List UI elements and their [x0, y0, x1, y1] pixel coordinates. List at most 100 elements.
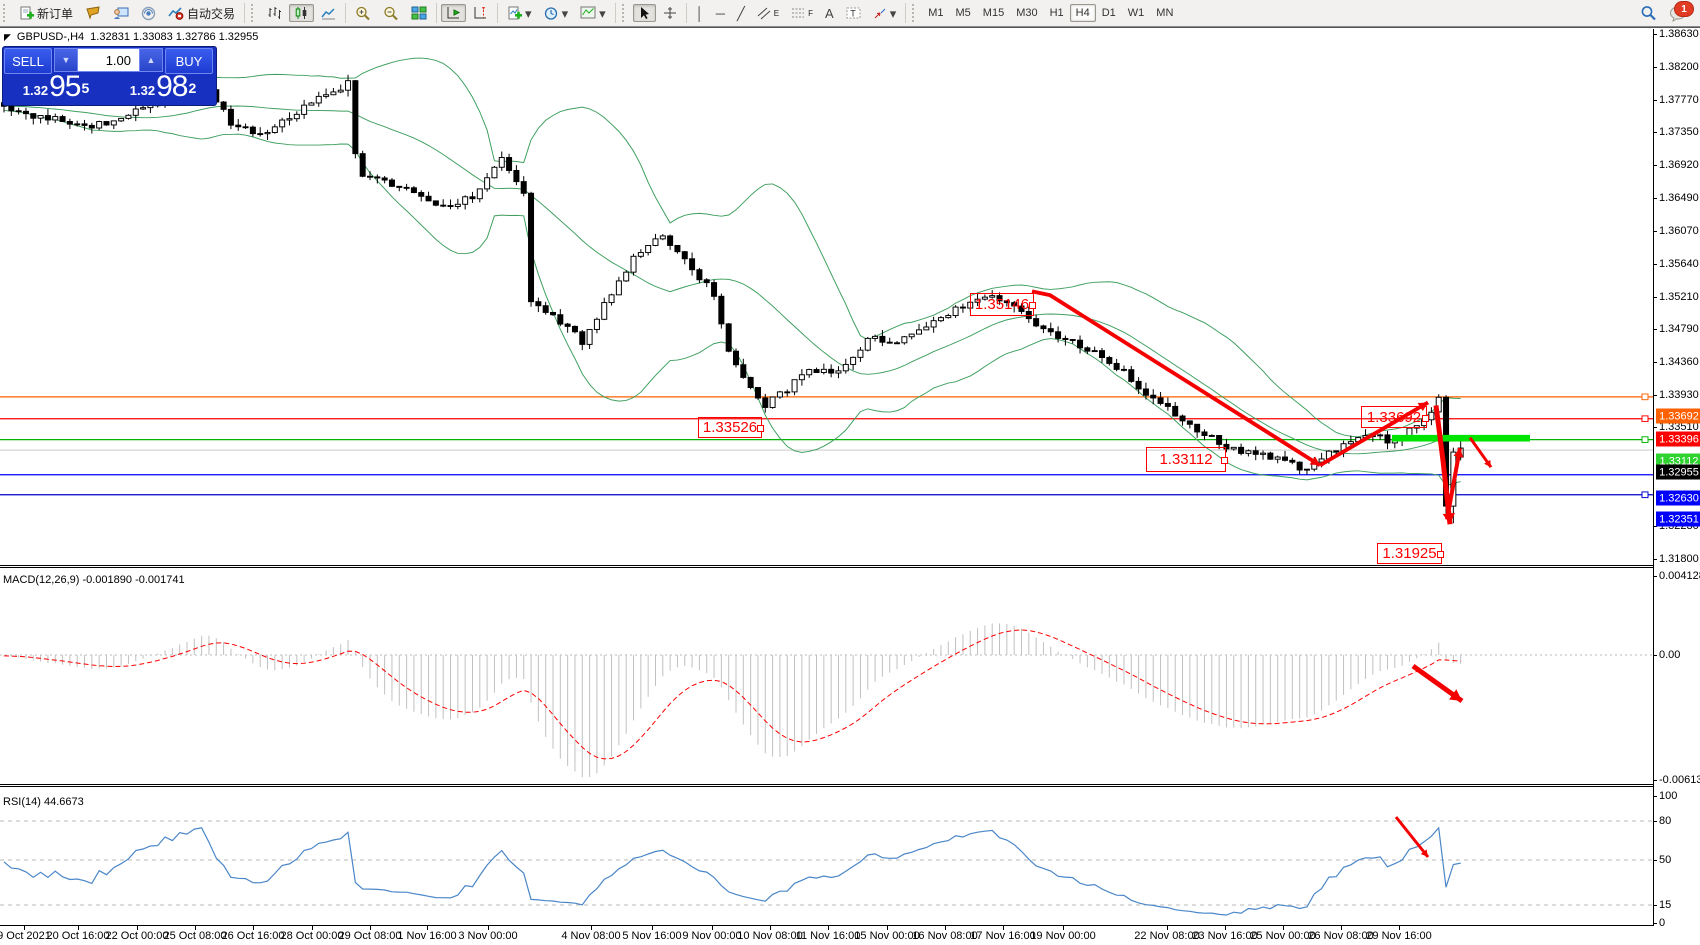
channel-button[interactable]: E: [752, 4, 784, 22]
candles[interactable]: [1, 74, 1464, 524]
timeframe-button-m1[interactable]: M1: [928, 7, 944, 19]
vertical-line-icon: │: [695, 5, 704, 21]
text-label-button[interactable]: T: [841, 4, 866, 22]
timeframe-button-h1[interactable]: H1: [1049, 7, 1064, 19]
rsi-tick: [1653, 860, 1657, 861]
price-level-badge: 1.33692: [1656, 408, 1700, 424]
timeframe-button-m30[interactable]: M30: [1016, 7, 1038, 19]
macd-panel[interactable]: [0, 568, 1654, 785]
buy-button[interactable]: BUY: [165, 48, 213, 74]
fibonacci-button[interactable]: F: [786, 4, 818, 22]
indicators-button[interactable]: ▾: [502, 4, 537, 22]
macd-tick: [1653, 576, 1657, 577]
price-annotation-box[interactable]: 1.33112: [1146, 447, 1228, 472]
autotrading-button[interactable]: 自动交易: [163, 4, 240, 22]
toolbar-group-insert: ▾ ▾ ▾: [501, 0, 612, 26]
chart-candles-button[interactable]: [289, 4, 315, 22]
sell-button[interactable]: SELL: [4, 48, 52, 74]
price-tick-label: 1.37770: [1659, 94, 1699, 106]
horizontal-line-button[interactable]: ─: [711, 4, 730, 22]
periods-button[interactable]: ▾: [539, 4, 574, 22]
date-label: 1 Nov 16:00: [397, 930, 457, 942]
timeframe-button-m5[interactable]: M5: [955, 7, 971, 19]
toolbar-grip[interactable]: [251, 4, 258, 22]
timeframe-button-d1[interactable]: D1: [1101, 7, 1116, 19]
date-tick: [828, 926, 829, 930]
time-axis[interactable]: 9 Oct 2021 20 Oct 16:00 22 Oct 00:00 25 Oct…: [0, 926, 1654, 945]
macd-label: MACD(12,26,9) -0.001890 -0.001741: [3, 574, 185, 586]
line-selection-handle: [1641, 393, 1649, 401]
new-order-label: 新订单: [37, 6, 74, 21]
toolbar-separator: [685, 3, 687, 23]
broadcast-button[interactable]: [136, 4, 161, 22]
chart-bars-button[interactable]: [262, 4, 287, 22]
support-zone-bar[interactable]: [1392, 434, 1530, 442]
date-label: 28 Oct 00:00: [280, 930, 344, 942]
toolbar-separator: [436, 3, 438, 23]
annotation-arrow[interactable]: [1445, 447, 1464, 520]
notification-badge[interactable]: 1: [1674, 1, 1694, 17]
styler-button[interactable]: [80, 4, 106, 22]
annotation-arrow[interactable]: [1394, 816, 1430, 858]
toolbar-grip[interactable]: [621, 4, 629, 22]
annotation-arrow[interactable]: [1411, 663, 1464, 704]
zoom-out-button[interactable]: [378, 4, 404, 22]
time-axis-line: [0, 925, 1654, 926]
chart-shift-button[interactable]: [468, 4, 493, 22]
price-tick: [1653, 231, 1657, 232]
shapes-button[interactable]: ▾: [868, 4, 902, 22]
price-tick: [1653, 526, 1657, 527]
one-click-row: SELL ▼ 1.00 ▲ BUY: [4, 48, 213, 74]
chat-button[interactable]: 1: [1664, 1, 1694, 22]
price-annotation-box[interactable]: 1.31925: [1377, 543, 1444, 564]
price-annotation-box[interactable]: 1.33692: [1361, 406, 1429, 428]
price-level-badge: 1.32630: [1656, 490, 1700, 506]
volume-input[interactable]: 1.00: [78, 48, 139, 72]
dropdown-icon: ▾: [889, 5, 897, 21]
date-label: 5 Nov 16:00: [622, 930, 682, 942]
search-icon: [1641, 6, 1656, 21]
cursor-button[interactable]: [632, 4, 656, 22]
date-tick: [945, 926, 946, 930]
date-label: 25 Oct 08:00: [163, 930, 227, 942]
zoom-in-button[interactable]: [350, 4, 376, 22]
templates-button[interactable]: ▾: [575, 4, 611, 22]
volume-up-button[interactable]: ▲: [139, 48, 163, 72]
price-annotation-box[interactable]: 1.35146: [970, 293, 1036, 316]
search-button[interactable]: [1635, 4, 1662, 22]
timeframe-button-w1[interactable]: W1: [1127, 7, 1145, 19]
volume-down-button[interactable]: ▼: [54, 48, 78, 72]
timeframe-toolbar: M1 M5 M15 M30 H1 H4 D1 W1 MN: [909, 0, 1179, 26]
new-order-button[interactable]: 新订单: [14, 4, 78, 22]
panel-divider-macd[interactable]: [0, 565, 1654, 568]
navigator-button[interactable]: [108, 4, 134, 22]
auto-scroll-button[interactable]: [441, 4, 467, 22]
one-click-trading-panel: SELL ▼ 1.00 ▲ BUY 1.32 95 5 1.32 98 2: [2, 46, 217, 106]
annotation-arrow[interactable]: [1031, 289, 1322, 467]
timeframe-button-h4[interactable]: H4: [1069, 4, 1096, 22]
vertical-line-button[interactable]: │: [691, 4, 709, 22]
main-price-chart[interactable]: [0, 29, 1654, 567]
toolbar-grip[interactable]: [3, 4, 10, 22]
annotation-arrow[interactable]: [1468, 436, 1493, 468]
panel-divider-rsi[interactable]: [0, 784, 1654, 787]
trendline-button[interactable]: ╱: [732, 4, 750, 22]
chart-line-button[interactable]: [316, 4, 341, 22]
rsi-panel[interactable]: [0, 787, 1654, 925]
sell-price[interactable]: 1.32 95 5: [4, 72, 108, 103]
timeframe-button-m15[interactable]: M15: [982, 7, 1005, 19]
date-tick: [1399, 926, 1400, 930]
bollinger-bands[interactable]: [3, 57, 1461, 487]
price-annotation-box[interactable]: 1.33526: [698, 417, 764, 438]
chart-title: ◤ GBPUSD-,H4 1.32831 1.33083 1.32786 1.3…: [4, 31, 258, 43]
tile-windows-button[interactable]: [406, 4, 432, 22]
price-tick-label: 1.37350: [1659, 126, 1699, 138]
text-button[interactable]: A: [820, 4, 839, 22]
crosshair-button[interactable]: [658, 4, 682, 22]
buy-price[interactable]: 1.32 98 2: [111, 72, 215, 103]
timeframe-button-mn[interactable]: MN: [1156, 7, 1174, 19]
rsi-tick-label: 100: [1659, 790, 1678, 802]
date-label: 22 Oct 00:00: [105, 930, 169, 942]
horizontal-level-lines[interactable]: [0, 393, 1653, 499]
toolbar-grip[interactable]: [912, 4, 919, 22]
